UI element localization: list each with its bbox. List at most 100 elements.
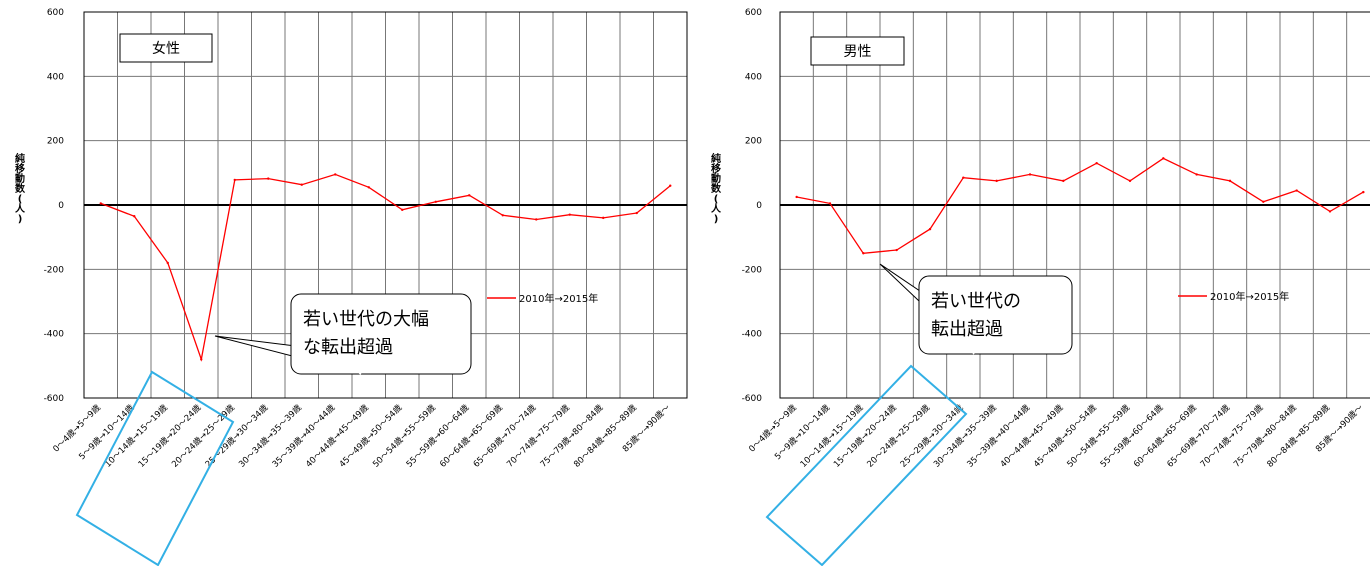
data-point (535, 218, 538, 221)
legend-label: 2010年→2015年 (1210, 290, 1289, 303)
callout-text: 転出超過 (931, 319, 1003, 340)
callout-seam (948, 309, 975, 355)
data-point (300, 183, 303, 186)
data-point (928, 227, 932, 231)
x-tick-label: 65～69歳→70～74歳 (1165, 402, 1233, 470)
y-tick-label: 400 (47, 72, 64, 82)
data-point (795, 195, 798, 199)
data-point (568, 213, 571, 216)
callout-text: 若い世代の大幅 (303, 309, 429, 330)
chart-panel-2: 600 400 200 0 -200 -400 -600 純移動数(人) 男性 2010年→201… (711, 8, 1370, 566)
highlight-box (75, 370, 235, 566)
series-line (100, 173, 671, 362)
data-point (635, 211, 638, 215)
x-tick-label: 75～79歳→80～84歳 (1231, 402, 1299, 470)
data-point (1028, 173, 1032, 176)
data-point (267, 177, 270, 180)
x-tick-label: 50～54歳→55～59歳 (370, 402, 438, 470)
x-tick-label: 35～39歳→40～44歳 (965, 402, 1033, 470)
data-point (1128, 179, 1132, 183)
x-tick-label: 40～44歳→45～49歳 (303, 402, 371, 470)
x-tick-label: 25～29歳→30～34歳 (898, 402, 966, 470)
x-tick-label: 40～44歳→45～49歳 (998, 402, 1066, 470)
data-point (1328, 210, 1332, 213)
y-axis-label: 純移動数(人) (15, 152, 26, 225)
data-point (602, 216, 605, 220)
data-point (233, 178, 236, 182)
x-tick-label: 60～64歳→65～69歳 (437, 402, 505, 470)
y-tick-label: 600 (47, 8, 64, 18)
callout-box (918, 275, 1073, 355)
x-tick-label: 55～59歳→60～64歳 (1098, 402, 1166, 470)
chart-title: 男性 (844, 44, 872, 60)
x-tick-label: 30～34歳→35～39歳 (236, 402, 304, 470)
series-line (796, 157, 1364, 254)
data-point (995, 179, 998, 183)
callout-box (290, 293, 472, 375)
highlight-box (765, 364, 968, 566)
data-point (1195, 173, 1198, 176)
data-point (1162, 157, 1165, 160)
x-tick-label: 20～24歳→25～29歳 (169, 402, 237, 470)
data-point (962, 176, 965, 179)
data-point (501, 214, 504, 217)
y-tick-label: -600 (44, 394, 65, 404)
x-tick-label: 15～19歳→20～24歳 (136, 402, 204, 470)
y-tick-label: 0 (58, 201, 64, 211)
y-tick-label: -200 (44, 265, 65, 275)
data-point (1095, 161, 1098, 165)
callout-text: 若い世代の (931, 291, 1021, 312)
chart-title: 女性 (152, 40, 180, 57)
chart-panel-1: 600 400 200 0 -200 -400 -600 純移動数(人) 女性 2010年→201… (15, 8, 688, 566)
x-tick-label: 50～54歳→55～59歳 (1065, 402, 1133, 470)
x-tick-label: 70～74歳→75～79歳 (1198, 402, 1266, 470)
y-tick-label: 600 (745, 8, 762, 18)
x-tick-label: 75～79歳→80～84歳 (538, 402, 606, 470)
callout-text: な転出超過 (303, 337, 393, 358)
y-tick-label: -600 (742, 394, 763, 404)
x-tick-label: 5～9歳→10～14歳 (772, 402, 832, 462)
y-tick-label: 200 (745, 137, 762, 147)
data-point (1228, 179, 1232, 183)
data-point (468, 194, 471, 197)
x-tick-label: 65～69歳→70～74歳 (471, 402, 539, 470)
x-tick-label: 80～84歳→85～89歳 (571, 402, 639, 470)
data-point (895, 248, 898, 252)
callout-seam (328, 349, 362, 375)
y-tick-label: -200 (742, 265, 763, 275)
y-tick-label: 200 (47, 137, 64, 147)
data-point (1362, 190, 1365, 194)
data-point (1295, 189, 1298, 192)
y-axis-label: 純移動数(人) (711, 152, 722, 225)
data-point (1062, 179, 1065, 183)
y-tick-label: 0 (756, 201, 762, 211)
data-point (669, 184, 672, 187)
x-tick-label: 45～49歳→50～54歳 (1031, 402, 1099, 470)
x-tick-label: 60～64歳→65～69歳 (1131, 402, 1199, 470)
x-tick-label: 70～74歳→75～79歳 (504, 402, 572, 470)
x-tick-label: 15～19歳→20～24歳 (831, 402, 899, 470)
x-tick-label: 45～49歳→50～54歳 (337, 402, 405, 470)
data-point (99, 202, 102, 205)
x-tick-label: 10～14歳→15～19歳 (102, 402, 170, 470)
data-point (401, 208, 404, 212)
data-point (367, 186, 370, 189)
x-tick-label: 5～9歳→10～14歳 (77, 402, 137, 462)
legend-label: 2010年→2015年 (519, 292, 598, 305)
data-point (828, 202, 832, 205)
x-tick-label: 35～39歳→40～44歳 (270, 402, 338, 470)
y-tick-label: 400 (745, 72, 762, 82)
x-tick-label: 55～59歳→60～64歳 (404, 402, 472, 470)
data-point (166, 261, 169, 265)
x-tick-label: 10～14歳→15～19歳 (798, 402, 866, 470)
data-point (334, 173, 337, 176)
data-point (200, 358, 203, 361)
x-tick-label: 80～84歳→85～89歳 (1265, 402, 1333, 470)
data-point (1262, 200, 1265, 203)
data-point (862, 252, 865, 255)
data-point (434, 200, 437, 203)
y-tick-label: -400 (742, 330, 763, 340)
y-tick-label: -400 (44, 330, 65, 340)
chart-title-box (119, 33, 213, 63)
